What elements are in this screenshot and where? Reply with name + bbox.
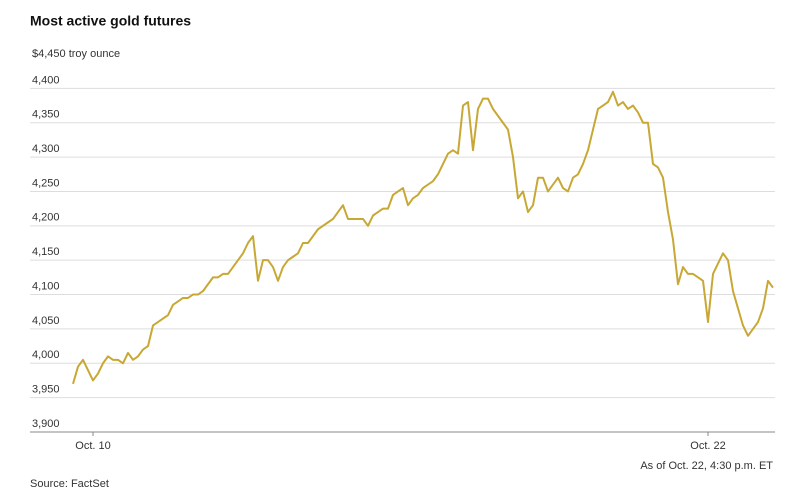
note: As of Oct. 22, 4:30 p.m. ET [640, 460, 773, 472]
y-tick-label: 4,250 [32, 177, 60, 189]
chart-title: Most active gold futures [30, 13, 191, 29]
y-tick-label: 4,050 [32, 315, 60, 327]
y-tick-label: 4,100 [32, 280, 60, 292]
y-tick-label: 4,000 [32, 349, 60, 361]
price-line [72, 90, 774, 385]
y-tick-label: 4,300 [32, 143, 60, 155]
y-tick-label: 4,150 [32, 246, 60, 258]
y-tick-label: 4,400 [32, 74, 60, 86]
y-tick-label: 3,950 [32, 384, 60, 396]
y-tick-label: 4,350 [32, 109, 60, 121]
source: Source: FactSet [30, 478, 109, 490]
y-tick-label: 3,900 [32, 418, 60, 430]
x-tick-label: Oct. 22 [690, 440, 725, 452]
y-tick-label: 4,200 [32, 212, 60, 224]
x-tick-label: Oct. 10 [75, 440, 110, 452]
y-tick-label: $4,450 troy ounce [32, 48, 120, 60]
